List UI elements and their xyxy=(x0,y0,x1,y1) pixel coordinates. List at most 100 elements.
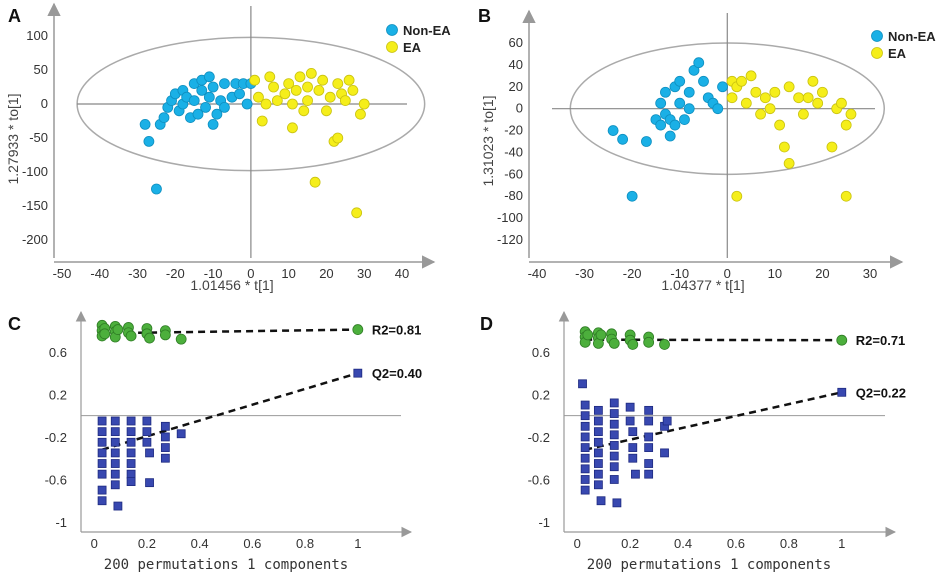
r2-point xyxy=(125,330,137,342)
x-tick-label: -30 xyxy=(575,266,594,281)
non-ea-point xyxy=(207,119,219,130)
q2-point xyxy=(126,416,136,426)
ea-point xyxy=(731,190,743,202)
q2-point xyxy=(644,443,654,452)
q2-point xyxy=(113,501,123,511)
y-tick-label: -50 xyxy=(29,130,48,145)
q2-point xyxy=(97,437,107,447)
ea-point xyxy=(826,141,838,153)
non-ea-point xyxy=(655,97,667,109)
r2-point xyxy=(144,332,155,344)
q2-point xyxy=(97,448,107,458)
q2-point xyxy=(580,400,590,410)
non-ea-point xyxy=(693,57,705,69)
q2-point xyxy=(580,453,590,463)
r2-point xyxy=(595,329,607,341)
r2-point xyxy=(643,336,655,348)
q2-point xyxy=(593,459,603,468)
q2-point xyxy=(110,416,120,426)
non-ea-point xyxy=(607,125,619,136)
non-ea-point xyxy=(669,119,681,131)
y-tick-label: -20 xyxy=(504,123,523,138)
q2-point xyxy=(628,443,638,452)
panel-c: C -1 -0.6 -0.2 0.2 0.6 0 0.2 0.4 0.6 0.8 1 200 permu… xyxy=(8,310,422,573)
ea-point xyxy=(764,103,776,115)
ea-point xyxy=(840,190,852,202)
x-tick-label: 30 xyxy=(863,266,877,281)
ea-point xyxy=(283,78,295,89)
panel-letter: D xyxy=(480,314,493,334)
q2-point xyxy=(160,453,170,463)
ea-point xyxy=(290,85,302,96)
x-tick-label: -40 xyxy=(90,266,109,281)
panel-letter: A xyxy=(8,6,21,26)
x-tick-label: -10 xyxy=(204,266,223,281)
ea-point xyxy=(309,176,321,188)
non-ea-point xyxy=(679,114,690,126)
ea-point xyxy=(343,74,355,86)
ea-point xyxy=(260,98,272,110)
panel-letter: C xyxy=(8,314,21,334)
legend-marker xyxy=(386,24,398,36)
ea-point xyxy=(305,68,317,79)
ea-point xyxy=(264,71,276,83)
q2-point xyxy=(644,405,654,415)
non-ea-point xyxy=(683,86,695,98)
q2-point xyxy=(596,496,606,506)
q2-point xyxy=(160,421,170,431)
q2-point xyxy=(837,387,847,397)
q2-point xyxy=(97,485,107,495)
non-ea-point xyxy=(674,97,686,109)
y-tick-label: -100 xyxy=(22,164,48,179)
non-ea-point xyxy=(139,119,151,130)
q2-point xyxy=(145,448,154,458)
ea-point xyxy=(279,88,291,100)
non-ea-point xyxy=(626,190,638,202)
q2-point xyxy=(97,416,107,426)
q2-point xyxy=(631,469,640,479)
q2-point xyxy=(580,411,590,421)
q2-point xyxy=(353,368,363,378)
r2-point xyxy=(659,339,670,350)
ea-point xyxy=(287,98,298,110)
y-tick-label: 50 xyxy=(34,62,48,77)
ea-point xyxy=(287,122,298,134)
non-ea-point xyxy=(211,108,223,120)
non-ea-point xyxy=(617,133,629,145)
q2-point xyxy=(97,459,107,468)
non-ea-point xyxy=(192,108,204,120)
q2-regression-line xyxy=(584,391,843,451)
non-ea-point xyxy=(688,64,700,76)
q2-point xyxy=(160,432,170,442)
ea-point xyxy=(332,78,344,89)
ea-point xyxy=(332,132,344,144)
y-tick-label: -0.6 xyxy=(45,472,67,487)
x-tick-label: 20 xyxy=(815,266,829,281)
r2-point xyxy=(159,329,171,341)
x-tick-label: 0 xyxy=(91,536,98,551)
q2-point xyxy=(593,480,603,490)
q2-point xyxy=(628,427,638,437)
q2-label: Q2=0.22 xyxy=(856,385,906,400)
ea-point xyxy=(355,108,366,120)
q2-point xyxy=(580,475,590,484)
r2-point xyxy=(582,329,594,341)
q2-point xyxy=(609,441,619,450)
non-ea-point xyxy=(712,103,724,115)
q2-point xyxy=(609,451,619,461)
x-tick-label: 20 xyxy=(319,266,333,281)
ea-point xyxy=(298,105,310,117)
non-ea-point xyxy=(717,81,728,93)
ea-point xyxy=(798,108,809,120)
x-tick-label: 0.4 xyxy=(674,536,692,551)
ea-point xyxy=(351,207,363,219)
ea-point xyxy=(840,119,852,131)
legend-marker xyxy=(386,41,398,53)
x-tick-label: 0.8 xyxy=(780,536,798,551)
q2-point xyxy=(142,437,152,447)
y-tick-label: -60 xyxy=(504,166,523,181)
ea-point xyxy=(740,97,752,109)
q2-label: Q2=0.40 xyxy=(372,366,422,381)
